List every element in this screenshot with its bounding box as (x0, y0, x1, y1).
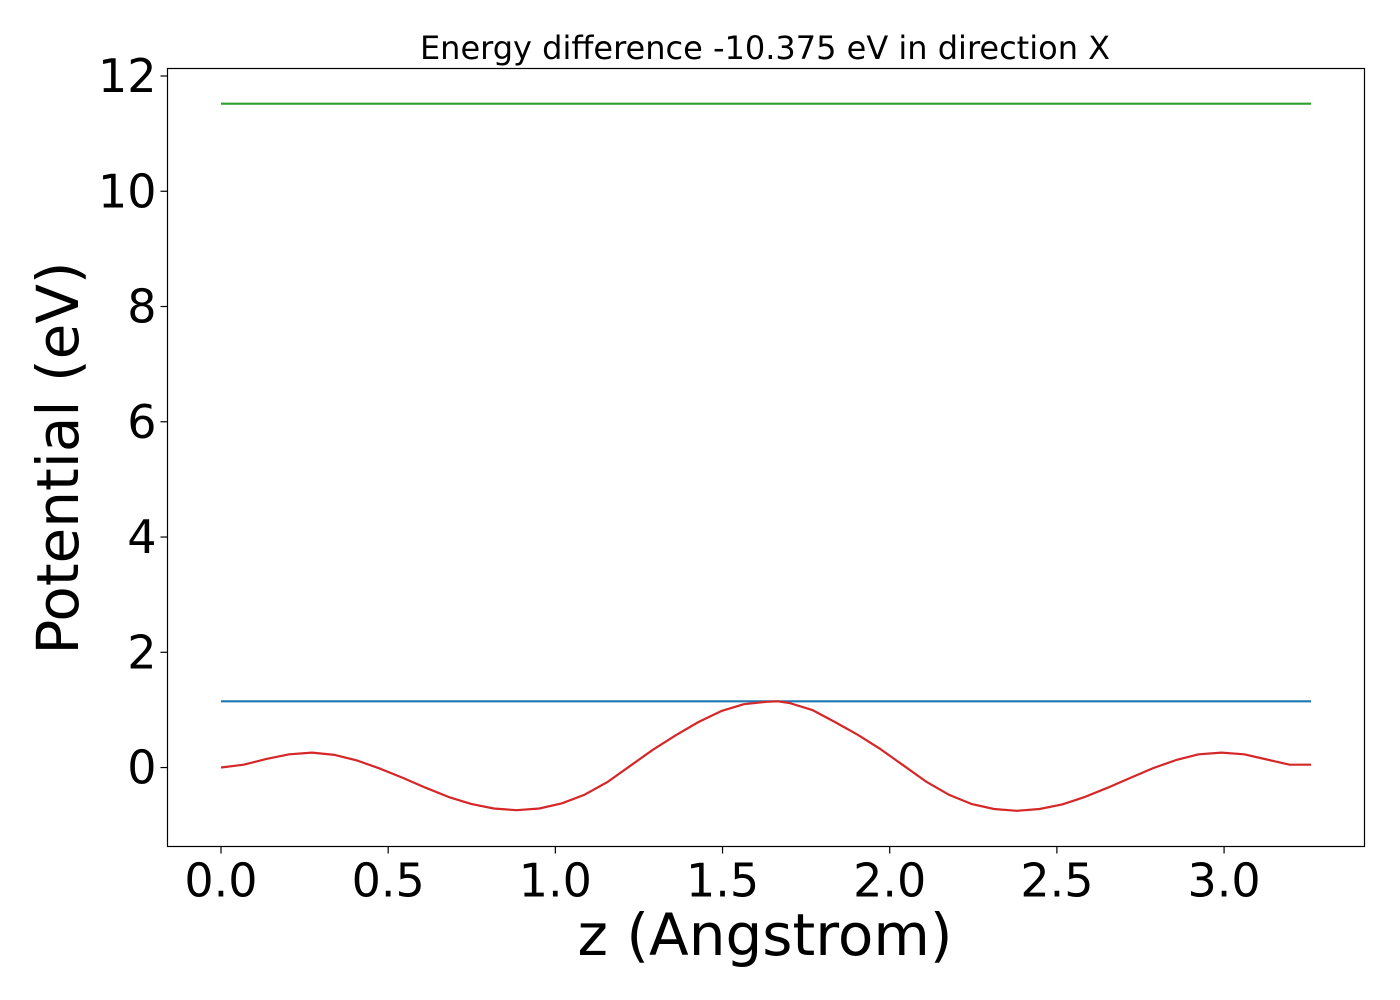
y-tick-label: 8 (127, 280, 156, 334)
x-tick-label: 1.0 (519, 854, 592, 908)
y-axis-label: Potential (eV) (24, 261, 92, 654)
x-tick-label: 2.5 (1020, 854, 1093, 908)
y-tick-label: 10 (98, 164, 157, 218)
x-tick-label: 0.5 (352, 854, 425, 908)
chart-title: Energy difference -10.375 eV in directio… (420, 29, 1110, 67)
x-tick-label: 0.0 (184, 854, 257, 908)
y-tick-label: 4 (127, 510, 156, 564)
y-tick-label: 0 (127, 741, 156, 795)
x-axis: 0.0 0.5 1.0 1.5 2.0 2.5 3.0 (184, 846, 1261, 908)
plot-frame (166, 67, 1366, 848)
x-tick-label: 1.5 (686, 854, 759, 908)
plot-lines (220, 102, 1311, 812)
series-line-3 (220, 700, 1311, 812)
x-tick-label: 3.0 (1187, 854, 1260, 908)
y-tick-label: 2 (127, 625, 156, 679)
y-tick-label: 12 (98, 49, 157, 103)
x-tick-label: 2.0 (853, 854, 926, 908)
y-axis: 0 2 4 6 8 10 12 (98, 49, 168, 795)
x-axis-label: z (Angstrom) (578, 901, 953, 969)
y-tick-label: 6 (127, 395, 156, 449)
